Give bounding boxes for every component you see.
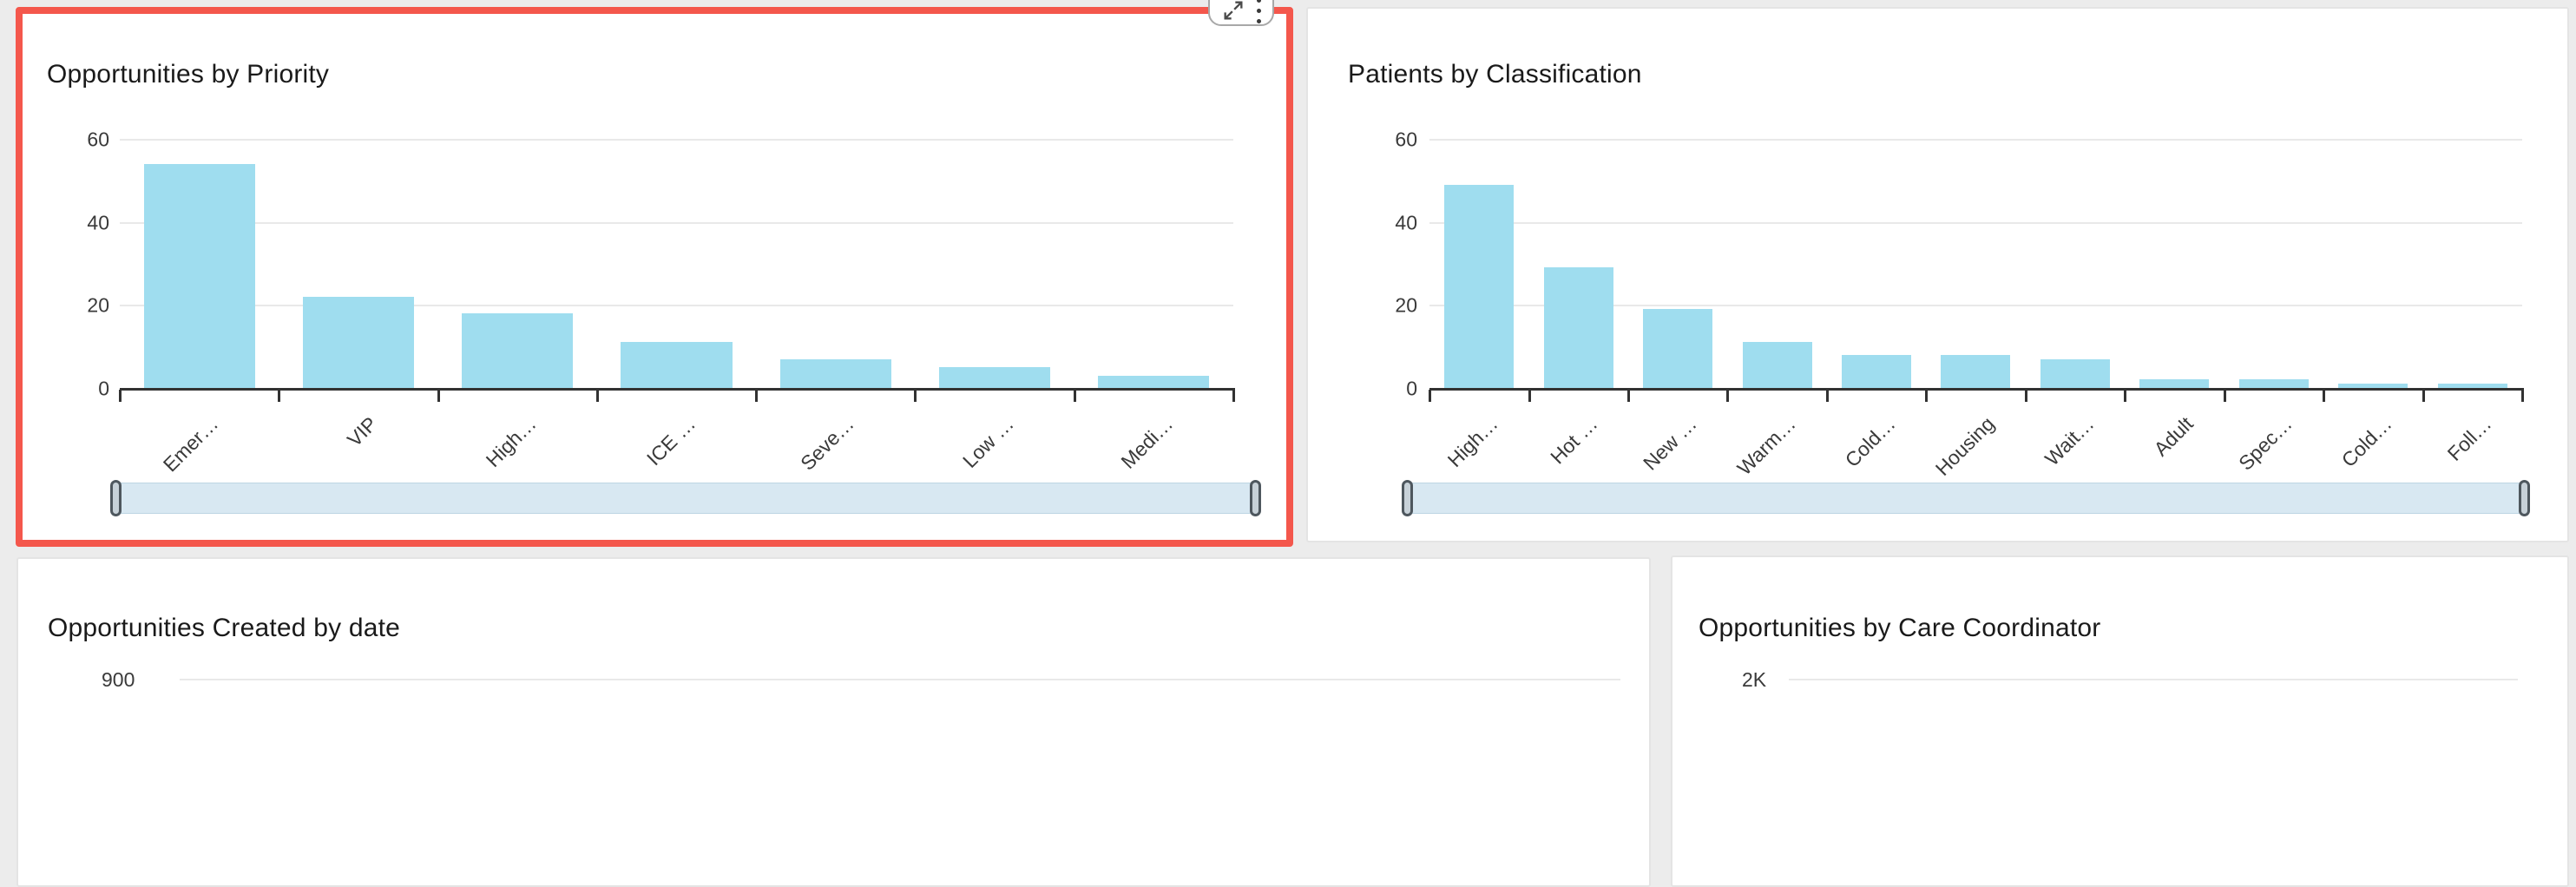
y-axis-tick-label: 60	[87, 128, 109, 151]
scrollbar-right-handle[interactable]	[2519, 480, 2530, 516]
chart-x-scrollbar[interactable]	[110, 480, 1261, 516]
bar[interactable]	[938, 367, 1051, 388]
x-axis-category-label: Cold…	[1840, 412, 1900, 472]
x-axis-category-label: Housing	[1930, 412, 1999, 481]
x-axis-tickmark	[2124, 390, 2127, 402]
gridline	[1789, 679, 2518, 680]
x-axis-category-label: High…	[481, 412, 541, 472]
x-axis-tickmark	[1726, 390, 1730, 402]
scrollbar-left-handle[interactable]	[1402, 480, 1413, 516]
y-axis-tick-label: 900	[102, 668, 135, 691]
x-axis-category-label: Medi…	[1115, 412, 1177, 473]
kebab-menu-icon[interactable]	[1257, 0, 1261, 23]
chart-title: Patients by Classification	[1348, 59, 1642, 89]
gridline	[180, 679, 1620, 680]
x-axis-tickmark	[1073, 390, 1076, 402]
bar[interactable]	[1543, 267, 1613, 388]
x-axis-category-label: Wait…	[2040, 412, 2099, 470]
chart-title: Opportunities Created by date	[48, 613, 401, 642]
bar[interactable]	[1941, 354, 2011, 388]
x-axis-tickmark	[1232, 390, 1235, 402]
x-axis-category-label: High…	[1442, 412, 1502, 472]
bar[interactable]	[302, 296, 415, 388]
bar[interactable]	[1444, 184, 1515, 388]
bar[interactable]	[1643, 309, 1713, 388]
expand-icon[interactable]	[1221, 0, 1245, 23]
dashboard-canvas: { "page": { "background_color": "#ECECEC…	[16, 0, 2569, 887]
x-axis-tickmark	[1528, 390, 1531, 402]
x-axis-tickmark	[1626, 390, 1630, 402]
bar[interactable]	[462, 312, 574, 388]
y-axis-tick-label: 60	[1395, 128, 1417, 151]
chart-panel-patients-by-classification[interactable]: Patients by Classification 0 20 40 60 High… H…	[1306, 7, 2569, 542]
bar[interactable]	[2139, 379, 2210, 388]
bar[interactable]	[2040, 358, 2110, 388]
y-axis-tick-label: 0	[98, 377, 109, 400]
y-axis-tick-label: 20	[1395, 293, 1417, 317]
x-axis-tickmark	[2323, 390, 2326, 402]
x-axis-category-label: Spec…	[2234, 412, 2297, 475]
x-axis-tickmark	[2223, 390, 2226, 402]
y-axis-tick-label: 2K	[1742, 668, 1767, 691]
chart-title: Opportunities by Priority	[47, 59, 330, 89]
x-axis-tickmark	[1429, 390, 1431, 402]
x-axis-tickmark	[278, 390, 281, 402]
visual-toolbar	[1208, 0, 1274, 26]
x-axis-tickmark	[437, 390, 440, 402]
y-axis-tick-label: 0	[1406, 377, 1417, 400]
x-axis-category-label: Adult	[2149, 412, 2198, 461]
x-axis-category-label: Emer…	[158, 412, 222, 476]
y-axis-tick-label: 40	[87, 211, 109, 234]
gridline	[1429, 305, 2522, 307]
x-axis-tickmark	[1925, 390, 1929, 402]
chart-panel-opportunities-by-priority[interactable]: Opportunities by Priority 0 20 40 60 Emer… VI…	[16, 7, 1293, 547]
bar[interactable]	[143, 163, 255, 388]
gridline	[120, 221, 1233, 224]
x-axis-category-label: Seve…	[796, 412, 859, 475]
x-axis-tickmark	[119, 390, 122, 402]
bar[interactable]	[621, 342, 733, 388]
bar[interactable]	[2338, 384, 2408, 388]
gridline	[1429, 221, 2522, 224]
x-axis-category-label: Cold…	[2336, 412, 2396, 472]
bar[interactable]	[2238, 379, 2309, 388]
bar[interactable]	[1098, 375, 1210, 388]
x-axis-tickmark	[914, 390, 917, 402]
x-axis-tickmark	[755, 390, 759, 402]
bar[interactable]	[1842, 354, 1912, 388]
gridline	[120, 305, 1233, 307]
x-axis-line	[120, 388, 1235, 391]
x-axis-tickmark	[2422, 390, 2425, 402]
x-axis-category-label: Hot …	[1545, 412, 1602, 469]
x-axis-tickmark	[2024, 390, 2027, 402]
chart-panel-opportunities-by-care-coordinator[interactable]: Opportunities by Care Coordinator 2K	[1671, 555, 2569, 887]
x-axis-category-label: Low …	[957, 412, 1018, 473]
bar[interactable]	[1742, 342, 1812, 388]
chart-x-scrollbar[interactable]	[1402, 480, 2530, 516]
bar[interactable]	[779, 358, 891, 388]
y-axis-tick-label: 40	[1395, 211, 1417, 234]
x-axis-category-label: ICE …	[641, 412, 700, 470]
scrollbar-left-handle[interactable]	[110, 480, 122, 516]
bar[interactable]	[2437, 384, 2507, 388]
chart-title: Opportunities by Care Coordinator	[1699, 613, 2101, 642]
y-axis-tick-label: 20	[87, 293, 109, 317]
gridline	[120, 139, 1233, 141]
chart-panel-opportunities-created-by-date[interactable]: Opportunities Created by date 900	[16, 557, 1651, 887]
gridline	[1429, 139, 2522, 141]
x-axis-category-label: Warm…	[1732, 412, 1800, 480]
x-axis-category-label: Foll…	[2442, 412, 2496, 465]
x-axis-tickmark	[2521, 390, 2524, 402]
x-axis-tickmark	[1825, 390, 1829, 402]
x-axis-line	[1429, 388, 2524, 391]
scrollbar-right-handle[interactable]	[1250, 480, 1261, 516]
x-axis-tickmark	[595, 390, 599, 402]
x-axis-category-label: VIP	[342, 412, 382, 451]
x-axis-category-label: New …	[1638, 412, 1701, 475]
